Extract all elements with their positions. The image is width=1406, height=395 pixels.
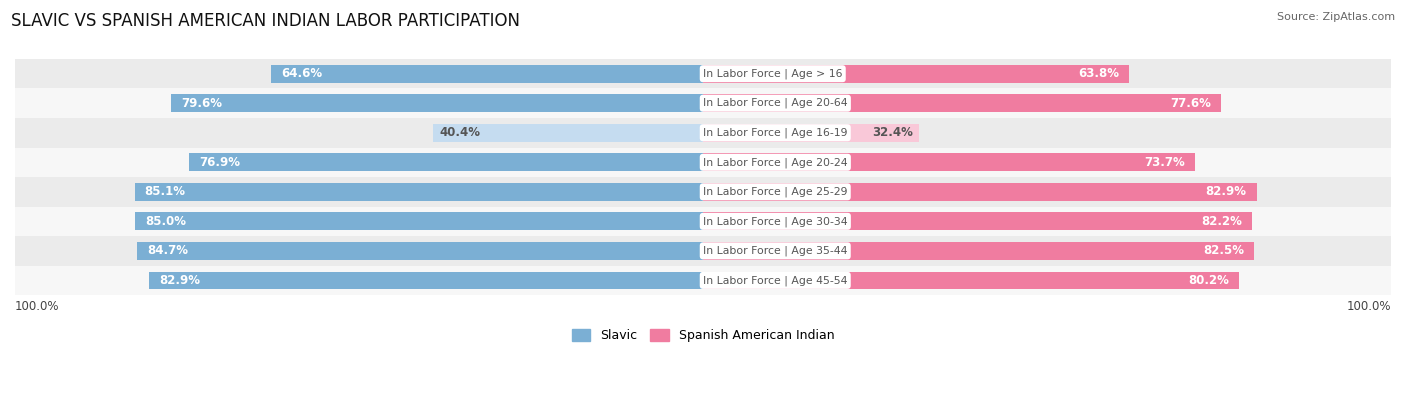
Bar — [0, 207, 1406, 236]
Text: 32.4%: 32.4% — [872, 126, 912, 139]
Text: In Labor Force | Age 16-19: In Labor Force | Age 16-19 — [703, 128, 848, 138]
Bar — [703, 242, 1254, 260]
Text: 40.4%: 40.4% — [440, 126, 481, 139]
Text: 100.0%: 100.0% — [1347, 299, 1391, 312]
Text: 84.7%: 84.7% — [148, 245, 188, 258]
Text: In Labor Force | Age 35-44: In Labor Force | Age 35-44 — [703, 246, 848, 256]
Bar — [703, 271, 1239, 289]
Bar — [135, 183, 703, 201]
Text: Source: ZipAtlas.com: Source: ZipAtlas.com — [1277, 12, 1395, 22]
Bar — [0, 265, 1406, 295]
Bar — [703, 94, 1222, 112]
Text: In Labor Force | Age 20-64: In Labor Force | Age 20-64 — [703, 98, 848, 109]
Bar — [703, 183, 1257, 201]
Text: 82.9%: 82.9% — [1206, 185, 1247, 198]
Text: 79.6%: 79.6% — [181, 97, 222, 110]
Text: In Labor Force | Age 25-29: In Labor Force | Age 25-29 — [703, 186, 848, 197]
Bar — [0, 88, 1406, 118]
Text: 82.5%: 82.5% — [1204, 245, 1244, 258]
Bar — [172, 94, 703, 112]
Bar — [0, 177, 1406, 207]
Text: In Labor Force | Age 30-34: In Labor Force | Age 30-34 — [703, 216, 848, 227]
Bar — [138, 242, 703, 260]
Bar — [135, 213, 703, 230]
Text: 100.0%: 100.0% — [15, 299, 59, 312]
Text: 82.9%: 82.9% — [159, 274, 200, 287]
Text: 82.2%: 82.2% — [1201, 215, 1241, 228]
Bar — [149, 271, 703, 289]
Text: 85.1%: 85.1% — [145, 185, 186, 198]
Text: 64.6%: 64.6% — [281, 67, 322, 80]
Bar — [0, 59, 1406, 88]
Bar — [0, 236, 1406, 265]
Bar — [190, 153, 703, 171]
Bar — [703, 65, 1129, 83]
Text: 85.0%: 85.0% — [145, 215, 186, 228]
Text: 63.8%: 63.8% — [1078, 67, 1119, 80]
Text: In Labor Force | Age 20-24: In Labor Force | Age 20-24 — [703, 157, 848, 167]
Text: In Labor Force | Age > 16: In Labor Force | Age > 16 — [703, 68, 842, 79]
Bar — [433, 124, 703, 142]
Bar — [0, 118, 1406, 147]
Bar — [703, 153, 1195, 171]
Text: 76.9%: 76.9% — [200, 156, 240, 169]
Text: 73.7%: 73.7% — [1144, 156, 1185, 169]
Bar — [703, 124, 920, 142]
Bar — [0, 147, 1406, 177]
Text: SLAVIC VS SPANISH AMERICAN INDIAN LABOR PARTICIPATION: SLAVIC VS SPANISH AMERICAN INDIAN LABOR … — [11, 12, 520, 30]
Text: In Labor Force | Age 45-54: In Labor Force | Age 45-54 — [703, 275, 848, 286]
Bar — [271, 65, 703, 83]
Text: 80.2%: 80.2% — [1188, 274, 1229, 287]
Text: 77.6%: 77.6% — [1170, 97, 1212, 110]
Bar — [703, 213, 1253, 230]
Legend: Slavic, Spanish American Indian: Slavic, Spanish American Indian — [567, 324, 839, 347]
